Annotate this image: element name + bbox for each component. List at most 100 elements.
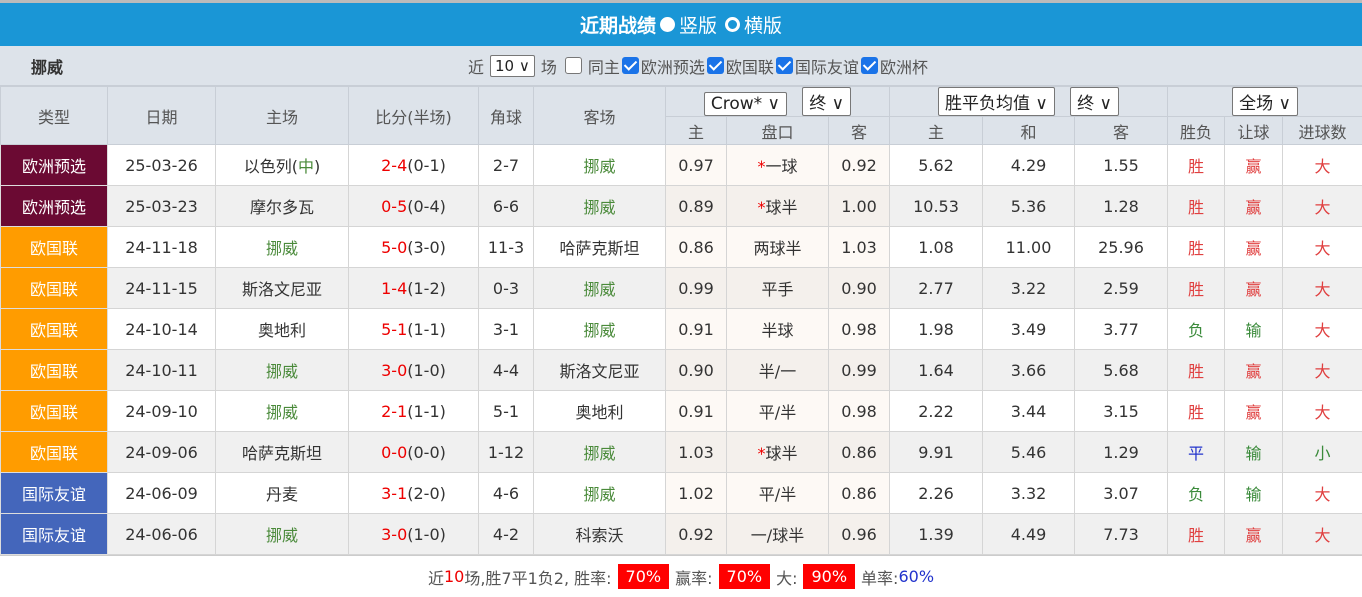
competition-checkbox[interactable] — [861, 57, 878, 74]
away-team[interactable]: 挪威 — [534, 309, 666, 350]
handicap-result: 赢 — [1225, 186, 1283, 227]
eu-draw-odds: 3.32 — [983, 473, 1075, 514]
table-row[interactable]: 欧国联 24-11-18 挪威 5-0(3-0) 11-3 哈萨克斯坦 0.86… — [1, 227, 1362, 268]
result: 胜 — [1168, 227, 1225, 268]
ah-line: 半/一 — [727, 350, 829, 391]
table-row[interactable]: 国际友谊 24-06-06 挪威 3-0(1-0) 4-2 科索沃 0.92 一… — [1, 514, 1362, 555]
away-team[interactable]: 挪威 — [534, 432, 666, 473]
home-team[interactable]: 哈萨克斯坦 — [216, 432, 349, 473]
result: 胜 — [1168, 268, 1225, 309]
eu-home-odds: 5.62 — [890, 145, 983, 186]
match-date: 24-10-11 — [108, 350, 216, 391]
home-team[interactable]: 斯洛文尼亚 — [216, 268, 349, 309]
full-score: 5-1 — [381, 320, 407, 339]
handicap-result: 赢 — [1225, 227, 1283, 268]
score: 5-0(3-0) — [349, 227, 479, 268]
ah-stage-select[interactable]: 终 ∨ — [802, 87, 851, 116]
match-type: 欧国联 — [1, 268, 108, 309]
header-away: 客场 — [534, 87, 666, 145]
full-score: 3-0 — [381, 525, 407, 544]
count-suffix: 场 — [541, 54, 557, 78]
header-home: 主场 — [216, 87, 349, 145]
match-type: 欧洲预选 — [1, 145, 108, 186]
eu-draw-odds: 5.36 — [983, 186, 1075, 227]
score: 3-1(2-0) — [349, 473, 479, 514]
corners: 5-1 — [479, 391, 534, 432]
handicap-result: 赢 — [1225, 145, 1283, 186]
away-team[interactable]: 挪威 — [534, 473, 666, 514]
ah-line-text: 球半 — [765, 444, 797, 463]
home-team[interactable]: 奥地利 — [216, 309, 349, 350]
home-team[interactable]: 挪威 — [216, 391, 349, 432]
away-team[interactable]: 挪威 — [534, 145, 666, 186]
ah-company-select[interactable]: Crow* ∨ — [704, 92, 787, 116]
home-team[interactable]: 挪威 — [216, 350, 349, 391]
header-handicap: 让球 — [1225, 117, 1283, 145]
half-score: (1-0) — [407, 525, 446, 544]
title-bar: 近期战绩 竖版 横版 — [0, 3, 1362, 46]
home-team[interactable]: 丹麦 — [216, 473, 349, 514]
ah-away-odds: 0.96 — [829, 514, 890, 555]
home-team[interactable]: 以色列(中) — [216, 145, 349, 186]
match-date: 24-09-10 — [108, 391, 216, 432]
away-team[interactable]: 挪威 — [534, 268, 666, 309]
ah-away-odds: 0.98 — [829, 309, 890, 350]
competition-checkbox[interactable] — [622, 57, 639, 74]
ah-home-odds: 0.97 — [666, 145, 727, 186]
filter-bar: 挪威 近 10 ∨ 场 同主 欧洲预选欧国联国际友谊欧洲杯 — [0, 46, 1362, 86]
header-eu-draw: 和 — [983, 117, 1075, 145]
table-row[interactable]: 欧国联 24-11-15 斯洛文尼亚 1-4(1-2) 0-3 挪威 0.99 … — [1, 268, 1362, 309]
same-home-checkbox[interactable] — [565, 57, 582, 74]
radio-vertical[interactable] — [660, 17, 675, 32]
table-row[interactable]: 欧洲预选 25-03-26 以色列(中) 2-4(0-1) 2-7 挪威 0.9… — [1, 145, 1362, 186]
radio-horizontal[interactable] — [725, 17, 740, 32]
competition-checkbox[interactable] — [707, 57, 724, 74]
match-count-value: 10 — [495, 57, 514, 75]
radio-vertical-label[interactable]: 竖版 — [679, 11, 717, 38]
home-team[interactable]: 挪威 — [216, 227, 349, 268]
radio-horizontal-label[interactable]: 横版 — [744, 11, 782, 38]
eu-draw-odds: 11.00 — [983, 227, 1075, 268]
eu-draw-odds: 3.66 — [983, 350, 1075, 391]
away-team[interactable]: 斯洛文尼亚 — [534, 350, 666, 391]
full-score: 1-4 — [381, 279, 407, 298]
neutral-marker: 中 — [298, 157, 314, 176]
table-row[interactable]: 欧国联 24-09-10 挪威 2-1(1-1) 5-1 奥地利 0.91 平/… — [1, 391, 1362, 432]
header-ah-away: 客 — [829, 117, 890, 145]
summary-text: 大: — [776, 565, 797, 589]
eu-away-odds: 3.15 — [1075, 391, 1168, 432]
summary-text: 单率: — [861, 565, 898, 589]
eu-stage-select[interactable]: 终 ∨ — [1070, 87, 1119, 116]
away-team[interactable]: 挪威 — [534, 186, 666, 227]
away-team[interactable]: 哈萨克斯坦 — [534, 227, 666, 268]
header-result: 胜负 — [1168, 117, 1225, 145]
period-select[interactable]: 全场 ∨ — [1232, 87, 1298, 116]
table-row[interactable]: 国际友谊 24-06-09 丹麦 3-1(2-0) 4-6 挪威 1.02 平/… — [1, 473, 1362, 514]
table-row[interactable]: 欧国联 24-10-14 奥地利 5-1(1-1) 3-1 挪威 0.91 半球… — [1, 309, 1362, 350]
home-team[interactable]: 挪威 — [216, 514, 349, 555]
handicap-rate-badge: 70% — [719, 564, 771, 589]
header-type: 类型 — [1, 87, 108, 145]
eu-away-odds: 1.29 — [1075, 432, 1168, 473]
home-team[interactable]: 摩尔多瓦 — [216, 186, 349, 227]
summary-count: 10 — [444, 567, 464, 586]
home-team-name: 挪威 — [266, 403, 298, 422]
match-type: 国际友谊 — [1, 514, 108, 555]
recent-matches-table: 类型 日期 主场 比分(半场) 角球 客场 Crow* ∨ 终 ∨ 胜平负均值 … — [0, 86, 1362, 555]
away-team[interactable]: 奥地利 — [534, 391, 666, 432]
match-date: 25-03-23 — [108, 186, 216, 227]
corners: 2-7 — [479, 145, 534, 186]
match-count-select[interactable]: 10 ∨ — [490, 55, 535, 77]
ah-away-odds: 0.92 — [829, 145, 890, 186]
eu-type-select[interactable]: 胜平负均值 ∨ — [938, 87, 1055, 116]
result: 胜 — [1168, 350, 1225, 391]
ah-line-text: 平手 — [761, 280, 793, 299]
table-row[interactable]: 欧洲预选 25-03-23 摩尔多瓦 0-5(0-4) 6-6 挪威 0.89 … — [1, 186, 1362, 227]
table-row[interactable]: 欧国联 24-09-06 哈萨克斯坦 0-0(0-0) 1-12 挪威 1.03… — [1, 432, 1362, 473]
table-row[interactable]: 欧国联 24-10-11 挪威 3-0(1-0) 4-4 斯洛文尼亚 0.90 … — [1, 350, 1362, 391]
competition-checkbox[interactable] — [776, 57, 793, 74]
away-team[interactable]: 科索沃 — [534, 514, 666, 555]
goals-result: 大 — [1283, 268, 1362, 309]
eu-draw-odds: 3.49 — [983, 309, 1075, 350]
match-type: 欧国联 — [1, 227, 108, 268]
